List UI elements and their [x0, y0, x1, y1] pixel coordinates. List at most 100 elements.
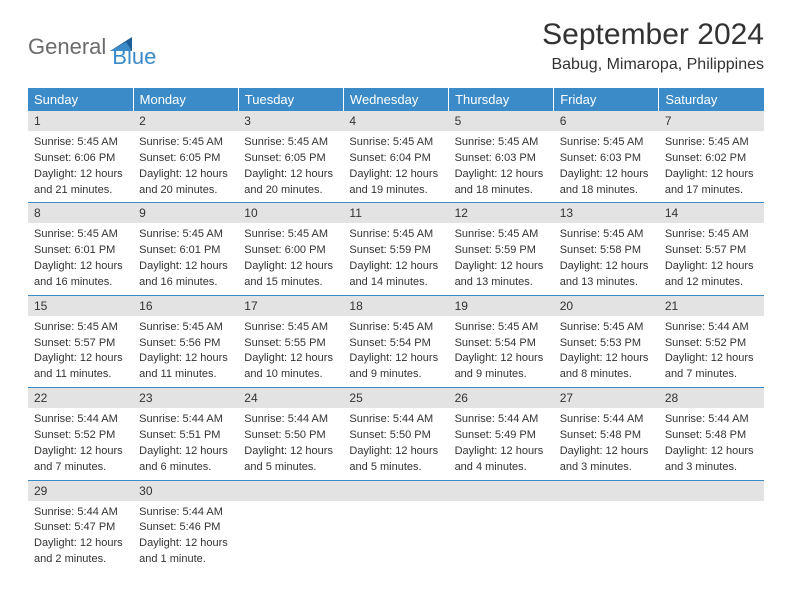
day-sunrise: Sunrise: 5:45 AM: [560, 320, 653, 335]
day-number-empty: [659, 481, 764, 501]
day-body: Sunrise: 5:45 AMSunset: 6:06 PMDaylight:…: [28, 131, 133, 202]
calendar-cell: 1Sunrise: 5:45 AMSunset: 6:06 PMDaylight…: [28, 111, 133, 203]
day-number: 2: [133, 111, 238, 131]
day-body: Sunrise: 5:45 AMSunset: 6:00 PMDaylight:…: [238, 223, 343, 294]
brand-word-1: General: [28, 34, 106, 60]
day-dl1: Daylight: 12 hours: [665, 444, 758, 459]
calendar-cell: 12Sunrise: 5:45 AMSunset: 5:59 PMDayligh…: [449, 203, 554, 295]
day-dl2: and 7 minutes.: [34, 460, 127, 475]
day-dl2: and 3 minutes.: [560, 460, 653, 475]
day-body: Sunrise: 5:45 AMSunset: 6:01 PMDaylight:…: [28, 223, 133, 294]
calendar-row: 15Sunrise: 5:45 AMSunset: 5:57 PMDayligh…: [28, 295, 764, 387]
day-number: 20: [554, 296, 659, 316]
day-dl1: Daylight: 12 hours: [139, 444, 232, 459]
day-dl1: Daylight: 12 hours: [455, 259, 548, 274]
day-sunset: Sunset: 5:50 PM: [349, 428, 442, 443]
calendar-cell: 20Sunrise: 5:45 AMSunset: 5:53 PMDayligh…: [554, 295, 659, 387]
day-body: Sunrise: 5:45 AMSunset: 6:03 PMDaylight:…: [554, 131, 659, 202]
calendar-cell: 26Sunrise: 5:44 AMSunset: 5:49 PMDayligh…: [449, 388, 554, 480]
day-sunset: Sunset: 5:49 PM: [455, 428, 548, 443]
day-dl2: and 9 minutes.: [349, 367, 442, 382]
calendar-cell: 5Sunrise: 5:45 AMSunset: 6:03 PMDaylight…: [449, 111, 554, 203]
day-dl1: Daylight: 12 hours: [244, 167, 337, 182]
weekday-header: Sunday: [28, 88, 133, 111]
day-dl1: Daylight: 12 hours: [244, 444, 337, 459]
day-number: 14: [659, 203, 764, 223]
day-body: Sunrise: 5:45 AMSunset: 5:54 PMDaylight:…: [343, 316, 448, 387]
day-dl2: and 11 minutes.: [34, 367, 127, 382]
day-sunset: Sunset: 5:51 PM: [139, 428, 232, 443]
day-dl1: Daylight: 12 hours: [455, 351, 548, 366]
day-number: 1: [28, 111, 133, 131]
day-sunrise: Sunrise: 5:44 AM: [560, 412, 653, 427]
calendar-cell: 3Sunrise: 5:45 AMSunset: 6:05 PMDaylight…: [238, 111, 343, 203]
weekday-header: Saturday: [659, 88, 764, 111]
day-sunset: Sunset: 5:52 PM: [665, 336, 758, 351]
day-body: Sunrise: 5:45 AMSunset: 5:55 PMDaylight:…: [238, 316, 343, 387]
day-dl2: and 1 minute.: [139, 552, 232, 567]
day-dl1: Daylight: 12 hours: [455, 444, 548, 459]
day-dl2: and 10 minutes.: [244, 367, 337, 382]
day-dl1: Daylight: 12 hours: [139, 167, 232, 182]
calendar-cell: 25Sunrise: 5:44 AMSunset: 5:50 PMDayligh…: [343, 388, 448, 480]
day-dl1: Daylight: 12 hours: [560, 351, 653, 366]
day-sunset: Sunset: 5:47 PM: [34, 520, 127, 535]
calendar-row: 1Sunrise: 5:45 AMSunset: 6:06 PMDaylight…: [28, 111, 764, 203]
day-dl2: and 16 minutes.: [34, 275, 127, 290]
day-body: Sunrise: 5:45 AMSunset: 6:03 PMDaylight:…: [449, 131, 554, 202]
day-dl2: and 6 minutes.: [139, 460, 232, 475]
calendar-cell: 22Sunrise: 5:44 AMSunset: 5:52 PMDayligh…: [28, 388, 133, 480]
day-number-empty: [554, 481, 659, 501]
calendar-cell: 27Sunrise: 5:44 AMSunset: 5:48 PMDayligh…: [554, 388, 659, 480]
day-number: 18: [343, 296, 448, 316]
day-number: 3: [238, 111, 343, 131]
day-sunset: Sunset: 5:54 PM: [455, 336, 548, 351]
day-dl1: Daylight: 12 hours: [665, 259, 758, 274]
day-sunrise: Sunrise: 5:45 AM: [349, 227, 442, 242]
day-sunset: Sunset: 5:57 PM: [34, 336, 127, 351]
day-number: 26: [449, 388, 554, 408]
day-number: 27: [554, 388, 659, 408]
weekday-header: Wednesday: [343, 88, 448, 111]
day-body: Sunrise: 5:44 AMSunset: 5:52 PMDaylight:…: [659, 316, 764, 387]
calendar-row: 22Sunrise: 5:44 AMSunset: 5:52 PMDayligh…: [28, 388, 764, 480]
weekday-header: Tuesday: [238, 88, 343, 111]
day-body: Sunrise: 5:45 AMSunset: 5:53 PMDaylight:…: [554, 316, 659, 387]
calendar-cell: 29Sunrise: 5:44 AMSunset: 5:47 PMDayligh…: [28, 480, 133, 572]
day-body: Sunrise: 5:45 AMSunset: 5:56 PMDaylight:…: [133, 316, 238, 387]
day-dl2: and 20 minutes.: [244, 183, 337, 198]
day-dl2: and 21 minutes.: [34, 183, 127, 198]
day-dl2: and 14 minutes.: [349, 275, 442, 290]
day-number-empty: [449, 481, 554, 501]
day-dl2: and 11 minutes.: [139, 367, 232, 382]
day-sunset: Sunset: 5:59 PM: [349, 243, 442, 258]
day-sunset: Sunset: 5:56 PM: [139, 336, 232, 351]
day-dl1: Daylight: 12 hours: [665, 167, 758, 182]
calendar-cell: 6Sunrise: 5:45 AMSunset: 6:03 PMDaylight…: [554, 111, 659, 203]
day-dl2: and 13 minutes.: [560, 275, 653, 290]
day-number-empty: [238, 481, 343, 501]
day-sunrise: Sunrise: 5:45 AM: [34, 320, 127, 335]
day-sunset: Sunset: 5:48 PM: [560, 428, 653, 443]
day-body: Sunrise: 5:45 AMSunset: 6:04 PMDaylight:…: [343, 131, 448, 202]
day-sunrise: Sunrise: 5:44 AM: [34, 505, 127, 520]
day-sunrise: Sunrise: 5:45 AM: [139, 320, 232, 335]
calendar-cell: 10Sunrise: 5:45 AMSunset: 6:00 PMDayligh…: [238, 203, 343, 295]
day-number: 29: [28, 481, 133, 501]
day-sunset: Sunset: 6:03 PM: [455, 151, 548, 166]
day-body: Sunrise: 5:45 AMSunset: 6:05 PMDaylight:…: [133, 131, 238, 202]
day-sunset: Sunset: 5:59 PM: [455, 243, 548, 258]
day-sunrise: Sunrise: 5:45 AM: [455, 135, 548, 150]
day-sunset: Sunset: 5:52 PM: [34, 428, 127, 443]
day-body: Sunrise: 5:45 AMSunset: 6:02 PMDaylight:…: [659, 131, 764, 202]
weekday-header: Thursday: [449, 88, 554, 111]
day-number: 11: [343, 203, 448, 223]
day-body: Sunrise: 5:44 AMSunset: 5:48 PMDaylight:…: [659, 408, 764, 479]
day-number: 12: [449, 203, 554, 223]
day-sunrise: Sunrise: 5:45 AM: [139, 135, 232, 150]
day-body: Sunrise: 5:45 AMSunset: 5:59 PMDaylight:…: [343, 223, 448, 294]
day-number: 4: [343, 111, 448, 131]
day-dl1: Daylight: 12 hours: [34, 167, 127, 182]
day-number: 7: [659, 111, 764, 131]
day-sunset: Sunset: 6:00 PM: [244, 243, 337, 258]
